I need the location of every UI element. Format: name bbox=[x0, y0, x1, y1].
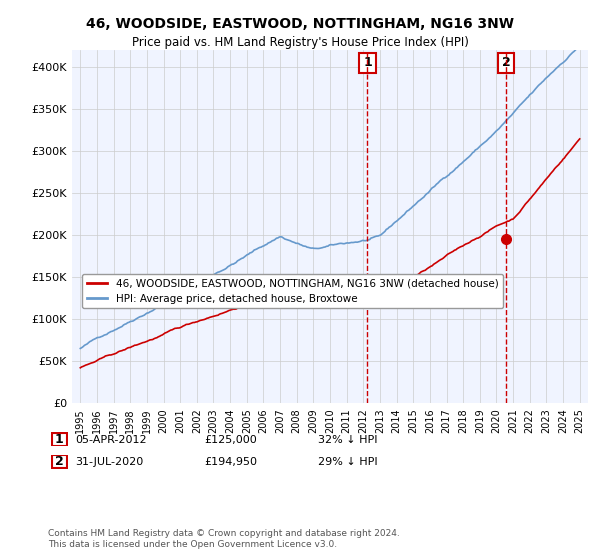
Text: 29% ↓ HPI: 29% ↓ HPI bbox=[318, 457, 377, 467]
Text: 1: 1 bbox=[55, 433, 64, 446]
Text: £194,950: £194,950 bbox=[204, 457, 257, 467]
FancyBboxPatch shape bbox=[52, 433, 67, 446]
Text: 2: 2 bbox=[502, 57, 511, 69]
Text: 31-JUL-2020: 31-JUL-2020 bbox=[75, 457, 143, 467]
Text: 05-APR-2012: 05-APR-2012 bbox=[75, 435, 146, 445]
Text: 32% ↓ HPI: 32% ↓ HPI bbox=[318, 435, 377, 445]
Text: Price paid vs. HM Land Registry's House Price Index (HPI): Price paid vs. HM Land Registry's House … bbox=[131, 36, 469, 49]
Text: 46, WOODSIDE, EASTWOOD, NOTTINGHAM, NG16 3NW: 46, WOODSIDE, EASTWOOD, NOTTINGHAM, NG16… bbox=[86, 17, 514, 31]
Text: 2: 2 bbox=[55, 455, 64, 468]
Text: 1: 1 bbox=[363, 57, 372, 69]
FancyBboxPatch shape bbox=[52, 455, 67, 468]
Legend: 46, WOODSIDE, EASTWOOD, NOTTINGHAM, NG16 3NW (detached house), HPI: Average pric: 46, WOODSIDE, EASTWOOD, NOTTINGHAM, NG16… bbox=[82, 274, 503, 308]
Text: £125,000: £125,000 bbox=[204, 435, 257, 445]
Text: Contains HM Land Registry data © Crown copyright and database right 2024.
This d: Contains HM Land Registry data © Crown c… bbox=[48, 529, 400, 549]
